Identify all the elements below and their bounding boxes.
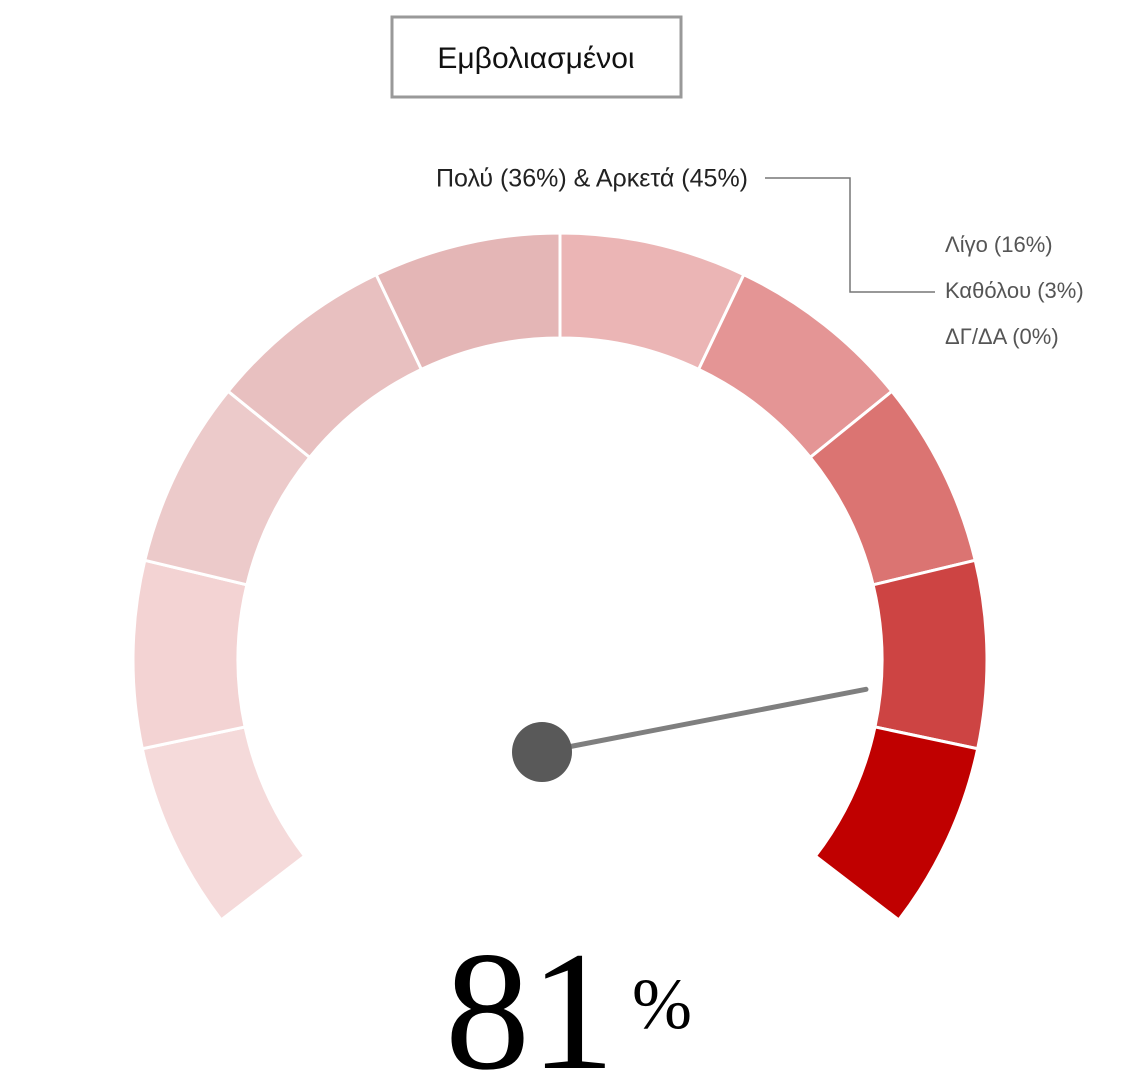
annotation: Καθόλου (3%) (945, 278, 1084, 303)
annotation: Λίγο (16%) (945, 232, 1053, 257)
leader-line (765, 178, 935, 292)
annotation: Πολύ (36%) & Αρκετά (45%) (436, 165, 748, 193)
chart: Εμβολιασμένοι Πολύ (36%) & Αρκετά (45%) … (0, 0, 1145, 1085)
value-unit: % (632, 964, 692, 1044)
chart-title: Εμβολιασμένοι (437, 42, 634, 75)
gauge-segment (873, 560, 987, 748)
gauge (133, 233, 987, 920)
value-label: 81 (445, 917, 615, 1085)
needle-hub (512, 722, 572, 782)
annotation: ΔΓ/ΔΑ (0%) (945, 324, 1059, 349)
gauge-segment (133, 560, 247, 748)
gauge-segment (815, 727, 977, 920)
gauge-segment (142, 727, 304, 920)
needle (542, 689, 866, 752)
